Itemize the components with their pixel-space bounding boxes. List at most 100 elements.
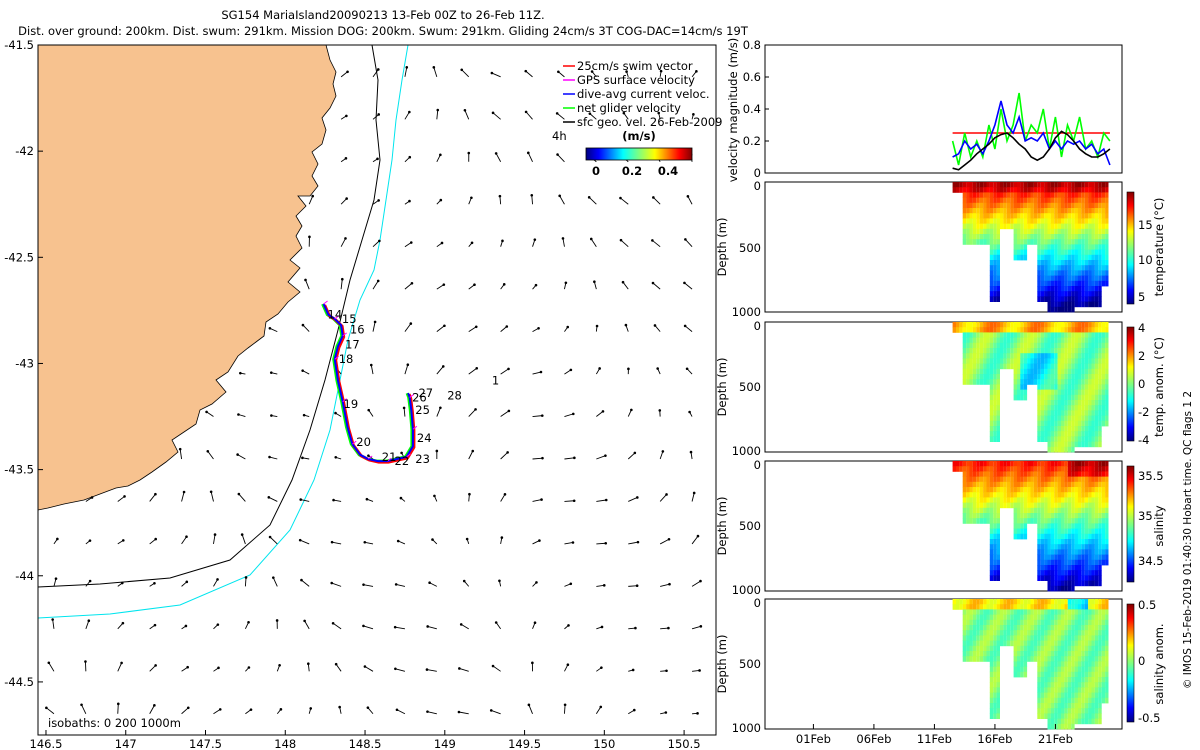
section-cell bbox=[1040, 322, 1045, 328]
section-cell bbox=[1017, 523, 1021, 529]
section-cell bbox=[1020, 619, 1024, 626]
section-cell bbox=[966, 461, 970, 467]
section-cell bbox=[989, 677, 994, 683]
section-cell bbox=[1067, 585, 1072, 592]
section-cell bbox=[986, 202, 990, 209]
section-cell bbox=[1020, 353, 1024, 359]
section-cell bbox=[1094, 379, 1099, 385]
section-cell bbox=[1030, 487, 1034, 493]
section-cell bbox=[1067, 234, 1072, 240]
section-cell bbox=[1084, 539, 1089, 545]
geo-vector-head bbox=[120, 661, 123, 665]
geo-vector-head bbox=[267, 496, 271, 499]
section-cell bbox=[1088, 208, 1092, 214]
section-cell bbox=[1010, 358, 1014, 364]
section-cell bbox=[986, 625, 990, 631]
section-cell bbox=[983, 476, 987, 483]
section-cell bbox=[1054, 389, 1058, 396]
section-cell bbox=[1071, 549, 1075, 555]
section-cell bbox=[1061, 415, 1065, 422]
section-cell bbox=[1023, 202, 1028, 209]
section-cell bbox=[1054, 280, 1058, 287]
section-cell bbox=[1023, 234, 1028, 240]
section-cell bbox=[1088, 580, 1092, 587]
section-cell bbox=[1077, 528, 1082, 535]
section-cell bbox=[1047, 507, 1051, 514]
section-cell bbox=[983, 614, 987, 621]
geo-vector-head bbox=[651, 281, 655, 285]
section-cell bbox=[1037, 342, 1041, 349]
section-cell bbox=[1084, 280, 1089, 287]
section-cell bbox=[1064, 559, 1068, 566]
section-cell bbox=[1057, 379, 1061, 385]
section-cell bbox=[976, 218, 980, 224]
section-cell bbox=[1091, 353, 1095, 359]
section-cell bbox=[1101, 554, 1106, 561]
geo-vector bbox=[628, 541, 639, 545]
section-cell bbox=[1101, 405, 1106, 411]
section-cell bbox=[1094, 239, 1099, 245]
geo-vector-head bbox=[467, 151, 471, 155]
section-cell bbox=[972, 228, 977, 235]
section-cell bbox=[989, 544, 994, 550]
section-cell bbox=[1094, 280, 1099, 287]
section-cell bbox=[1047, 713, 1051, 719]
section-cell bbox=[1098, 565, 1102, 571]
section-cell bbox=[1088, 518, 1092, 524]
section-cell bbox=[986, 379, 990, 385]
section-cell bbox=[1013, 661, 1017, 667]
section-cell bbox=[1091, 697, 1095, 704]
section-cell bbox=[1050, 254, 1055, 261]
geo-vector-head bbox=[154, 492, 157, 496]
section-cell bbox=[1101, 487, 1106, 493]
section-cell bbox=[1071, 570, 1075, 576]
section-cell bbox=[1061, 630, 1065, 636]
section-cell bbox=[972, 497, 977, 503]
section-cell bbox=[962, 197, 967, 204]
section-cell bbox=[1057, 410, 1061, 416]
section-cell bbox=[983, 656, 987, 662]
section-cell bbox=[1067, 666, 1072, 673]
section-cell bbox=[966, 218, 970, 224]
section-cell bbox=[1027, 502, 1031, 509]
section-cell bbox=[979, 218, 984, 224]
section-cell bbox=[1050, 461, 1055, 467]
section-cell bbox=[1013, 656, 1017, 662]
section-cell bbox=[1084, 677, 1089, 683]
section-cell bbox=[1023, 218, 1028, 224]
section-cell bbox=[969, 322, 973, 328]
section-cell bbox=[1044, 337, 1048, 344]
section-cell bbox=[1010, 348, 1014, 354]
geo-vector bbox=[149, 665, 156, 672]
section-cell bbox=[959, 187, 963, 193]
section-cell bbox=[1077, 218, 1082, 224]
section-cell bbox=[1054, 718, 1058, 725]
section-cell bbox=[1084, 187, 1089, 193]
section-cell bbox=[1101, 466, 1106, 472]
map-title-line1: SG154 MariaIsland20090213 13-Feb 00Z to … bbox=[221, 8, 544, 22]
section-cell bbox=[1010, 466, 1014, 472]
section-cell bbox=[1074, 358, 1078, 364]
geo-vector-head bbox=[186, 665, 189, 669]
section-cell bbox=[1061, 384, 1065, 390]
section-cell bbox=[1081, 565, 1085, 571]
section-cell bbox=[1057, 492, 1061, 498]
section-cell bbox=[976, 476, 980, 483]
section-cell bbox=[1077, 609, 1082, 615]
section-cell bbox=[989, 713, 994, 719]
temp-ylabel: Depth (m) bbox=[715, 218, 729, 277]
section-cell bbox=[1088, 441, 1092, 448]
section-cell bbox=[1081, 481, 1085, 488]
section-cell bbox=[1064, 244, 1068, 250]
section-cell bbox=[1047, 337, 1051, 344]
section-cell bbox=[1044, 682, 1048, 688]
section-cell bbox=[993, 322, 997, 328]
section-cell bbox=[1077, 466, 1082, 472]
section-cell bbox=[1074, 640, 1078, 647]
section-cell bbox=[976, 322, 980, 328]
geo-vector-head bbox=[665, 669, 668, 673]
section-cell bbox=[1074, 228, 1078, 235]
time-axis: 01Feb 06Feb 11Feb 16Feb 21Feb bbox=[796, 724, 1073, 746]
section-cell bbox=[1037, 234, 1041, 240]
section-cell bbox=[1091, 384, 1095, 390]
